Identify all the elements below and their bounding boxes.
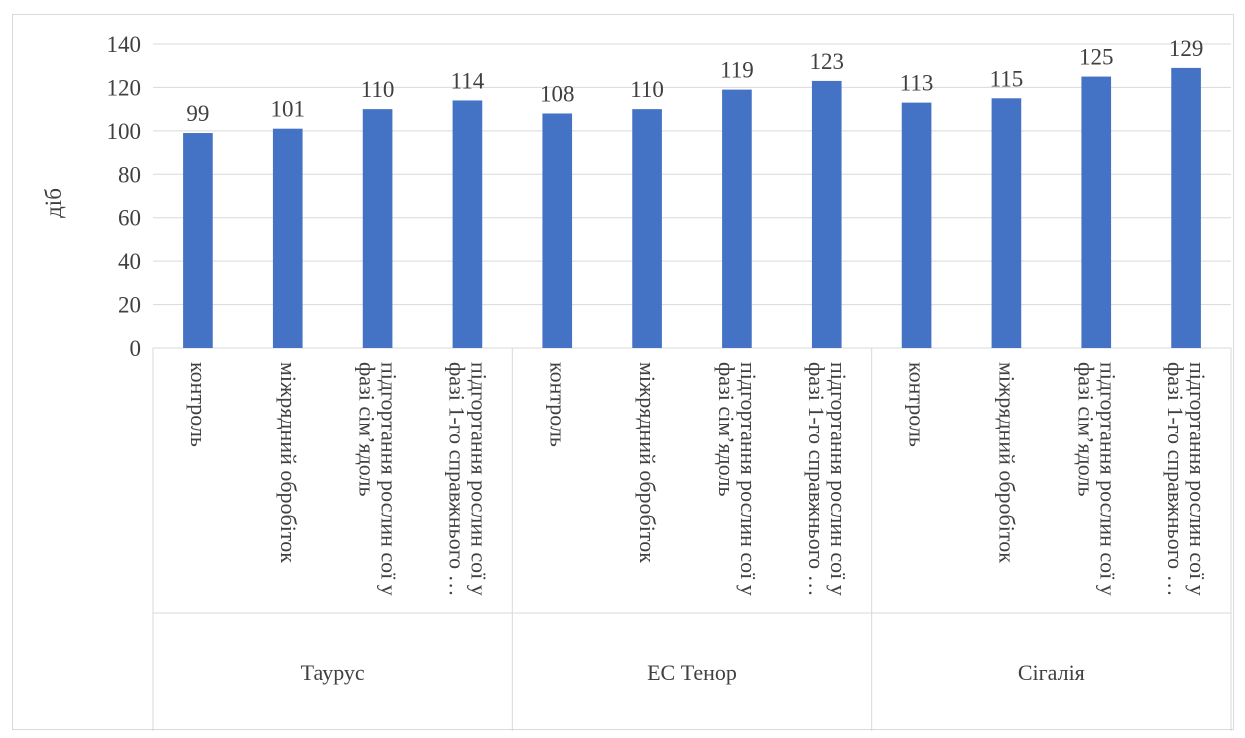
x-category-label: контроль <box>186 362 211 447</box>
bar <box>991 98 1022 349</box>
data-label: 129 <box>1169 36 1204 61</box>
data-label: 113 <box>900 71 934 96</box>
x-category-label: контроль <box>905 362 930 447</box>
x-category-label: контроль <box>545 362 570 447</box>
y-tick-label: 40 <box>118 249 141 274</box>
bar <box>542 113 573 348</box>
x-axis-categories: контроль міжрядний обробіток підгортання р… <box>186 362 1210 597</box>
chart-frame: 99 101 110 114 108 110 119 123 113 115 125 129 0 20 4… <box>12 14 1234 731</box>
x-category-label: міжрядний обробіток <box>276 362 301 563</box>
bar <box>1171 67 1201 348</box>
x-category-label: міжрядний обробіток <box>635 362 660 563</box>
data-label: 119 <box>720 58 754 83</box>
x-category-label: підгортання рослин сої уфазі сім’ядоль <box>1073 362 1120 596</box>
y-tick-label: 0 <box>130 336 142 361</box>
data-label: 101 <box>271 97 306 122</box>
y-tick-label: 140 <box>107 32 142 57</box>
bar <box>632 109 662 349</box>
y-axis-label: діб <box>41 188 66 218</box>
data-labels: 99 101 110 114 108 110 119 123 113 115 125 129 <box>186 36 1203 126</box>
x-category-label: підгортання рослин сої уфазі сім’ядоль <box>714 362 761 596</box>
bar <box>362 109 393 349</box>
data-label: 99 <box>186 101 209 126</box>
x-group-label: Сігалія <box>1018 660 1085 685</box>
y-tick-label: 120 <box>107 75 142 100</box>
bar <box>1081 76 1112 349</box>
data-label: 114 <box>451 68 485 93</box>
data-label: 108 <box>540 81 575 106</box>
bars <box>183 67 1201 349</box>
x-category-label: підгортання рослин сої уфазі сім’ядоль <box>355 362 402 596</box>
y-tick-label: 100 <box>107 119 142 144</box>
x-category-label: підгортання рослин сої уфазі 1-го справж… <box>804 362 851 597</box>
data-label: 115 <box>990 66 1024 91</box>
data-label: 125 <box>1079 45 1114 70</box>
x-group-label: Таурус <box>301 660 365 685</box>
y-axis-ticks: 0 20 40 60 80 100 120 140 <box>107 32 142 361</box>
y-tick-label: 80 <box>118 162 141 187</box>
bar <box>901 102 932 348</box>
y-tick-label: 60 <box>118 206 141 231</box>
bar <box>452 100 483 348</box>
data-label: 123 <box>810 49 845 74</box>
y-tick-label: 20 <box>118 293 141 318</box>
x-axis-groups: Таурус ЕС Тенор Сігалія <box>301 660 1085 685</box>
data-label: 110 <box>630 77 664 102</box>
x-category-label: міжрядний обробіток <box>994 362 1019 563</box>
x-group-label: ЕС Тенор <box>647 660 737 685</box>
bar-chart: 99 101 110 114 108 110 119 123 113 115 125 129 0 20 4… <box>41 32 1232 731</box>
grid-lines <box>152 43 1232 731</box>
bar <box>722 89 752 348</box>
data-label: 110 <box>361 77 395 102</box>
bar <box>183 133 213 348</box>
x-category-label: підгортання рослин сої уфазі 1-го справж… <box>1163 362 1210 597</box>
bar <box>272 128 303 348</box>
x-category-label: підгортання рослин сої уфазі 1-го справж… <box>444 362 491 597</box>
bar <box>811 80 842 349</box>
